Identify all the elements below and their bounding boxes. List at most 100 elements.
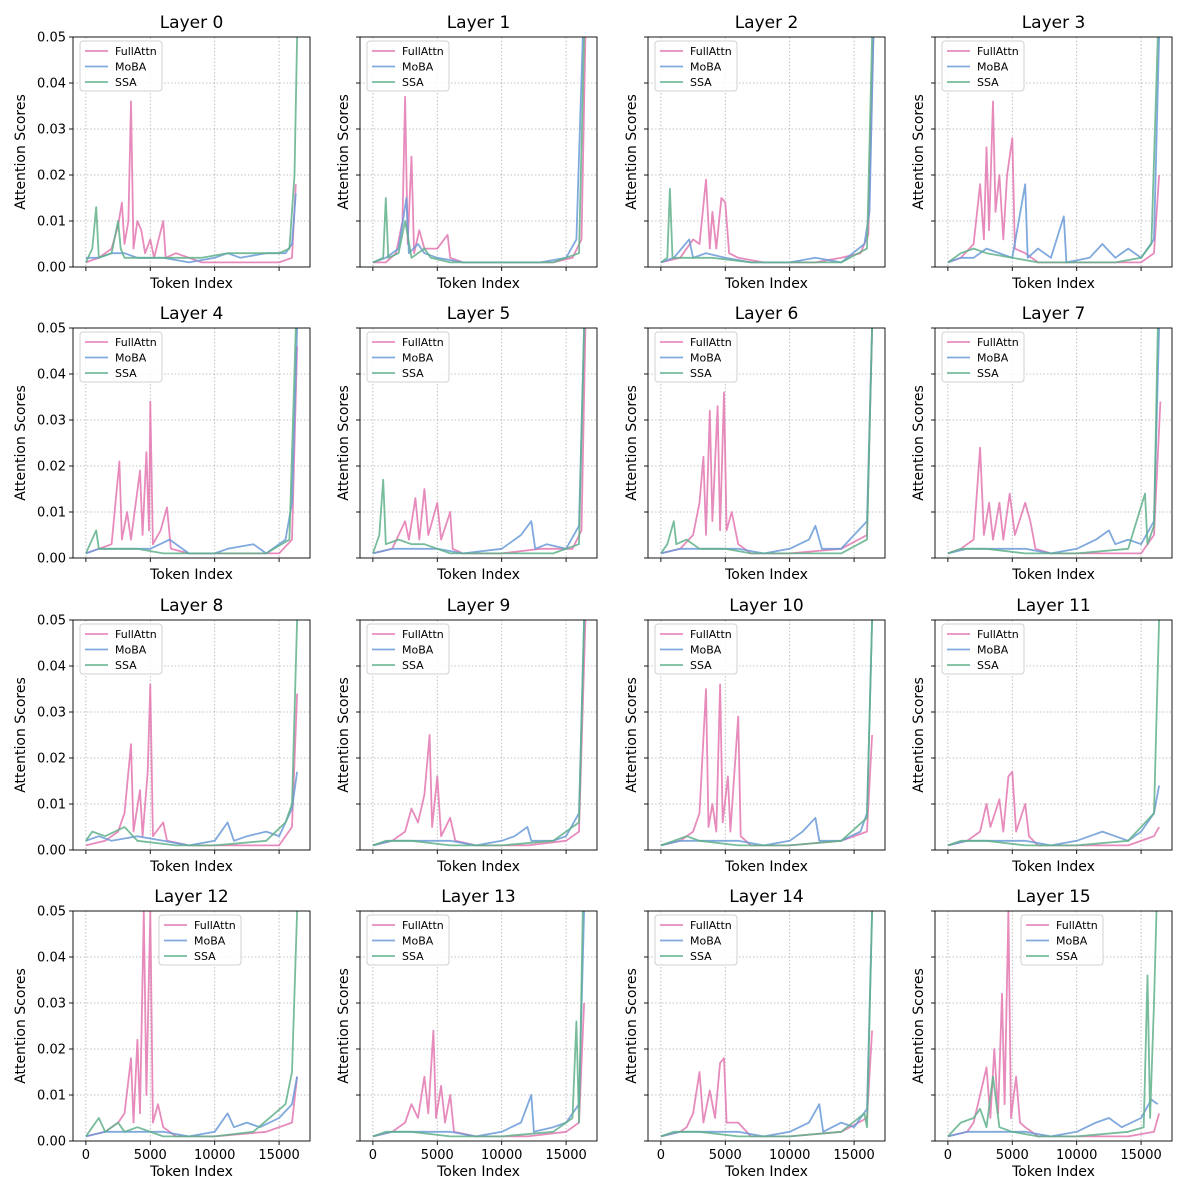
legend-label-ssa: SSA	[977, 367, 999, 380]
legend-frame	[941, 40, 1025, 92]
series-group	[372, 37, 587, 264]
x-axis-label: Token Index	[436, 567, 520, 583]
y-tick-label: 0.05	[37, 905, 66, 920]
x-axis-label: Token Index	[436, 276, 520, 292]
subplot-title: Layer 0	[160, 13, 224, 33]
legend-frame	[366, 914, 450, 966]
axes-frame	[359, 327, 598, 559]
axes-frame	[72, 36, 311, 268]
series-moba-line	[85, 1076, 298, 1138]
x-axis-label: Token Index	[724, 1164, 808, 1180]
legend-label-moba: MoBA	[690, 352, 722, 365]
axes-frame	[647, 36, 886, 268]
series-group	[85, 37, 298, 264]
series-group	[85, 328, 298, 555]
x-axis-label: Token Index	[149, 859, 233, 875]
y-tick-label: 0.04	[37, 660, 66, 675]
axes-frame	[934, 910, 1173, 1142]
subplot-layer-5: Layer 5 Token Index Attention Scores FullAt…	[336, 304, 598, 583]
series-ssa-line	[947, 37, 1159, 264]
series-group	[85, 620, 298, 847]
axes-frame	[359, 619, 598, 851]
series-moba-line	[660, 328, 873, 555]
x-axis-label: Token Index	[149, 1164, 233, 1180]
legend-label-fullattn: FullAttn	[977, 628, 1019, 641]
subplot-layer-11: Layer 11 Token Index Attention Scores FullA…	[911, 596, 1173, 875]
series-moba-line	[85, 193, 297, 264]
y-tick-label: 0.05	[37, 31, 66, 46]
series-group	[947, 328, 1162, 555]
series-group	[85, 911, 298, 1138]
x-axis-label: Token Index	[1011, 567, 1095, 583]
legend-label-ssa: SSA	[402, 367, 424, 380]
series-ssa-line	[660, 37, 873, 264]
series-fullattn-line	[85, 100, 297, 264]
y-tick-label: 0.01	[37, 506, 66, 521]
y-tick-label: 0.02	[37, 169, 66, 184]
legend: FullAttn MoBA SSA	[158, 914, 242, 966]
subplot-layer-9: Layer 9 Token Index Attention Scores FullAt…	[336, 596, 598, 875]
x-tick-label: 5000	[709, 1148, 742, 1163]
legend-frame	[79, 40, 163, 92]
legend-label-fullattn: FullAttn	[977, 336, 1019, 349]
subplot-title: Layer 9	[447, 596, 511, 616]
series-ssa-line	[85, 328, 297, 555]
y-axis-label: Attention Scores	[911, 968, 927, 1084]
legend-frame	[654, 40, 738, 92]
x-tick-label: 10000	[481, 1148, 522, 1163]
legend-label-ssa: SSA	[690, 76, 712, 89]
subplot-layer-13: 0 5000 10000 15000 Layer 13 Token Index Attent…	[336, 887, 598, 1180]
subplot-layer-0: 0.00 0.01 0.02 0.03 0.04 0.05 Layer 0 Token Ind…	[13, 13, 311, 292]
legend-label-fullattn: FullAttn	[402, 336, 444, 349]
series-ssa-line	[85, 37, 298, 263]
legend-label-moba: MoBA	[402, 935, 434, 948]
subplot-layer-4: 0.00 0.01 0.02 0.03 0.04 0.05 Layer 4 Token Ind…	[13, 304, 311, 583]
x-axis-label: Token Index	[149, 567, 233, 583]
series-group	[660, 911, 873, 1138]
y-tick-label: 0.04	[37, 368, 66, 383]
legend-frame	[654, 914, 738, 966]
y-tick-label: 0.02	[37, 1043, 66, 1058]
series-ssa-line	[947, 620, 1160, 847]
y-axis-label: Attention Scores	[624, 968, 640, 1084]
legend-label-fullattn: FullAttn	[402, 628, 444, 641]
legend-label-fullattn: FullAttn	[402, 45, 444, 58]
axes-frame	[72, 619, 311, 851]
y-tick-label: 0.00	[37, 844, 66, 859]
legend-label-moba: MoBA	[977, 61, 1009, 74]
y-axis-label: Attention Scores	[336, 677, 352, 793]
x-tick-label: 0	[82, 1148, 90, 1163]
series-moba-line	[947, 785, 1160, 847]
subplot-layer-3: Layer 3 Token Index Attention Scores FullAt…	[911, 13, 1173, 292]
legend-label-fullattn: FullAttn	[402, 919, 444, 932]
x-axis-label: Token Index	[149, 276, 233, 292]
axes-frame	[647, 619, 886, 851]
legend-label-moba: MoBA	[690, 644, 722, 657]
y-axis-label: Attention Scores	[624, 677, 640, 793]
series-fullattn-line	[660, 683, 873, 847]
subplot-title: Layer 3	[1022, 13, 1086, 33]
series-ssa-line	[372, 37, 585, 264]
series-fullattn-line	[660, 1030, 873, 1138]
series-ssa-line	[947, 328, 1159, 555]
x-axis-label: Token Index	[1011, 859, 1095, 875]
legend-label-ssa: SSA	[977, 659, 999, 672]
legend: FullAttn MoBA SSA	[366, 40, 450, 92]
y-axis-label: Attention Scores	[624, 94, 640, 210]
legend-label-moba: MoBA	[1056, 935, 1088, 948]
series-fullattn-line	[947, 100, 1160, 264]
series-group	[372, 620, 587, 847]
y-axis-label: Attention Scores	[13, 968, 29, 1084]
series-group	[660, 328, 873, 555]
legend-label-ssa: SSA	[690, 367, 712, 380]
x-tick-label: 5000	[996, 1148, 1029, 1163]
x-tick-label: 10000	[194, 1148, 235, 1163]
subplot-layer-2: Layer 2 Token Index Attention Scores FullAt…	[624, 13, 886, 292]
y-tick-label: 0.05	[37, 614, 66, 629]
legend-label-moba: MoBA	[115, 61, 147, 74]
legend-frame	[366, 623, 450, 675]
series-moba-line	[947, 1098, 1159, 1138]
legend-label-fullattn: FullAttn	[1056, 919, 1098, 932]
subplot-layer-15: 0 5000 10000 15000 Layer 15 Token Index Attent…	[911, 887, 1173, 1180]
legend-label-fullattn: FullAttn	[115, 628, 157, 641]
